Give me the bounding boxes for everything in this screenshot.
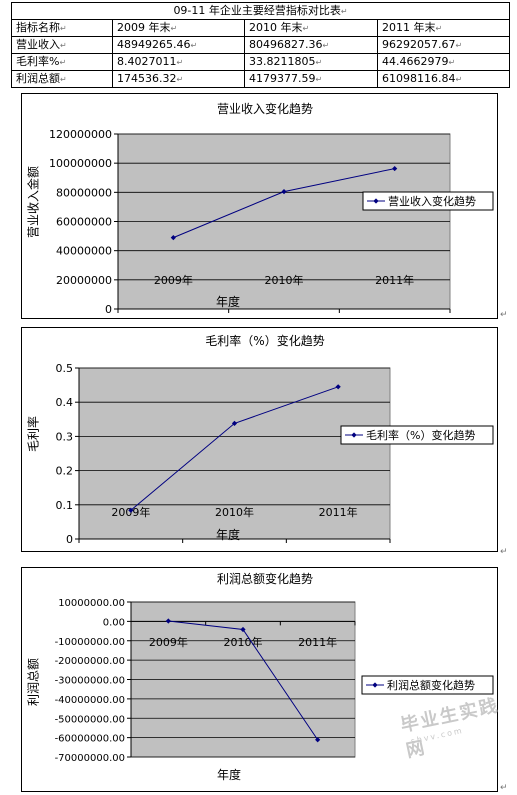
legend-marker	[351, 432, 357, 438]
data-point	[240, 626, 246, 633]
y-axis-title: 营业收入金额	[26, 166, 41, 238]
table-header-row: 指标名称↵ 2009 年末↵ 2010 年末↵ 2011 年末↵	[11, 19, 511, 37]
y-tick-label: 10000000.00	[58, 598, 125, 609]
table-header-cell: 指标名称↵	[11, 19, 113, 37]
legend-box	[361, 675, 494, 695]
legend-marker	[372, 682, 378, 688]
chart-title: 利润总额变化趋势	[217, 571, 313, 586]
y-tick-label: 20000000	[56, 274, 112, 287]
y-axis-title: 利润总额	[27, 658, 41, 706]
paragraph-mark-icon: ↵	[500, 783, 508, 793]
table-header-cell: 2010 年末↵	[244, 19, 378, 37]
gross-margin-chart: 毛利率（%）变化趋势00.10.20.30.40.52009年2010年2011…	[21, 327, 498, 552]
x-tick-label: 2011年	[298, 635, 337, 649]
x-tick-label: 2009年	[154, 273, 193, 287]
chart-title: 毛利率（%）变化趋势	[205, 333, 324, 348]
y-tick-label: 0.2	[56, 465, 74, 478]
y-tick-label: 0	[105, 303, 112, 316]
comparison-table: 09-11 年企业主要经营指标对比表↵ 指标名称↵ 2009 年末↵ 2010 …	[10, 2, 511, 88]
y-tick-label: 60000000	[56, 216, 112, 229]
revenue-chart: 营业收入变化趋势 0 20000000 40000000 60000000 8000000…	[21, 93, 498, 319]
table-cell: 33.8211805↵	[244, 53, 378, 71]
table-cell: 96292057.67↵	[376, 36, 511, 54]
y-tick-label: -50000000.00	[55, 714, 125, 725]
x-tick-label: 2010年	[224, 635, 263, 649]
x-tick-label: 2011年	[375, 273, 414, 287]
table-cell: 80496827.36↵	[244, 36, 378, 54]
legend-box	[362, 191, 494, 211]
y-tick-label: -40000000.00	[55, 695, 125, 706]
y-tick-label: -10000000.00	[55, 637, 125, 648]
paragraph-mark-icon: ↵	[500, 547, 508, 557]
table-cell: 4179377.59↵	[244, 70, 378, 88]
y-tick-label: 80000000	[56, 186, 112, 199]
data-point	[170, 235, 176, 241]
y-tick-label: 40000000	[56, 245, 112, 258]
legend: 利润总额变化趋势	[361, 675, 494, 695]
y-tick-label: 0	[66, 533, 73, 546]
x-tick-label: 2011年	[319, 505, 358, 519]
x-tick-label: 2009年	[149, 635, 188, 649]
legend: 毛利率（%）变化趋势	[340, 425, 494, 445]
chart-svg: 利润总额变化趋势 -70000000.00 -60000000.00 -5000000…	[27, 571, 494, 782]
y-tick-label: 0.3	[56, 430, 74, 443]
y-tick-label: 0.5	[56, 362, 74, 375]
profit-chart: 利润总额变化趋势 -70000000.00 -60000000.00 -5000000…	[21, 567, 498, 792]
legend-label: 利润总额变化趋势	[387, 678, 475, 692]
table-row: 毛利率%↵ 8.4027011↵ 33.8211805↵ 44.4662979↵	[11, 53, 511, 71]
table-cell: 8.4027011↵	[112, 53, 245, 71]
y-axis-title: 毛利率	[26, 416, 41, 452]
table-cell: 营业收入↵	[11, 36, 113, 54]
y-tick-label: 0.1	[56, 499, 74, 512]
legend-label: 营业收入变化趋势	[388, 194, 476, 208]
x-tick-label: 2010年	[265, 273, 304, 287]
y-tick-label: -20000000.00	[55, 656, 125, 667]
y-tick-label: -30000000.00	[55, 676, 125, 687]
y-tick-label: 100000000	[49, 157, 112, 170]
y-tick-label: 0.00	[103, 617, 125, 628]
legend-label: 毛利率（%）变化趋势	[366, 428, 475, 442]
x-axis-title: 年度	[217, 767, 241, 782]
table-row: 利润总额↵ 174536.32↵ 4179377.59↵ 61098116.84…	[11, 70, 511, 88]
data-point	[335, 384, 341, 390]
y-tick-label: 0.4	[56, 396, 74, 409]
y-tick-label: -60000000.00	[55, 734, 125, 745]
table-cell: 44.4662979↵	[376, 53, 511, 71]
y-tick-label: 120000000	[49, 128, 112, 141]
chart-title: 营业收入变化趋势	[217, 101, 313, 116]
data-point	[231, 420, 238, 427]
table-title: 09-11 年企业主要经营指标对比表↵	[10, 2, 511, 20]
chart-svg: 营业收入变化趋势 0 20000000 40000000 60000000 8000000…	[26, 101, 494, 316]
table-cell: 利润总额↵	[11, 70, 113, 88]
table-row: 营业收入↵ 48949265.46↵ 80496827.36↵ 96292057…	[11, 36, 511, 54]
legend-box	[340, 425, 494, 445]
legend: 营业收入变化趋势	[362, 191, 494, 211]
table-cell: 174536.32↵	[112, 70, 245, 88]
chart-svg: 毛利率（%）变化趋势00.10.20.30.40.52009年2010年2011…	[26, 333, 494, 546]
table-header-cell: 2009 年末↵	[112, 19, 245, 37]
y-tick-label: -70000000.00	[55, 753, 125, 764]
x-axis-title: 年度	[216, 294, 240, 309]
legend-marker	[373, 198, 379, 204]
table-header-cell: 2011 年末↵	[376, 19, 511, 37]
paragraph-mark-icon: ↵	[500, 310, 508, 320]
table-cell: 毛利率%↵	[11, 53, 113, 71]
x-axis-title: 年度	[216, 527, 240, 542]
x-tick-label: 2010年	[215, 505, 254, 519]
table-cell: 48949265.46↵	[112, 36, 245, 54]
data-point	[281, 189, 287, 195]
table-cell: 61098116.84↵	[376, 70, 511, 88]
